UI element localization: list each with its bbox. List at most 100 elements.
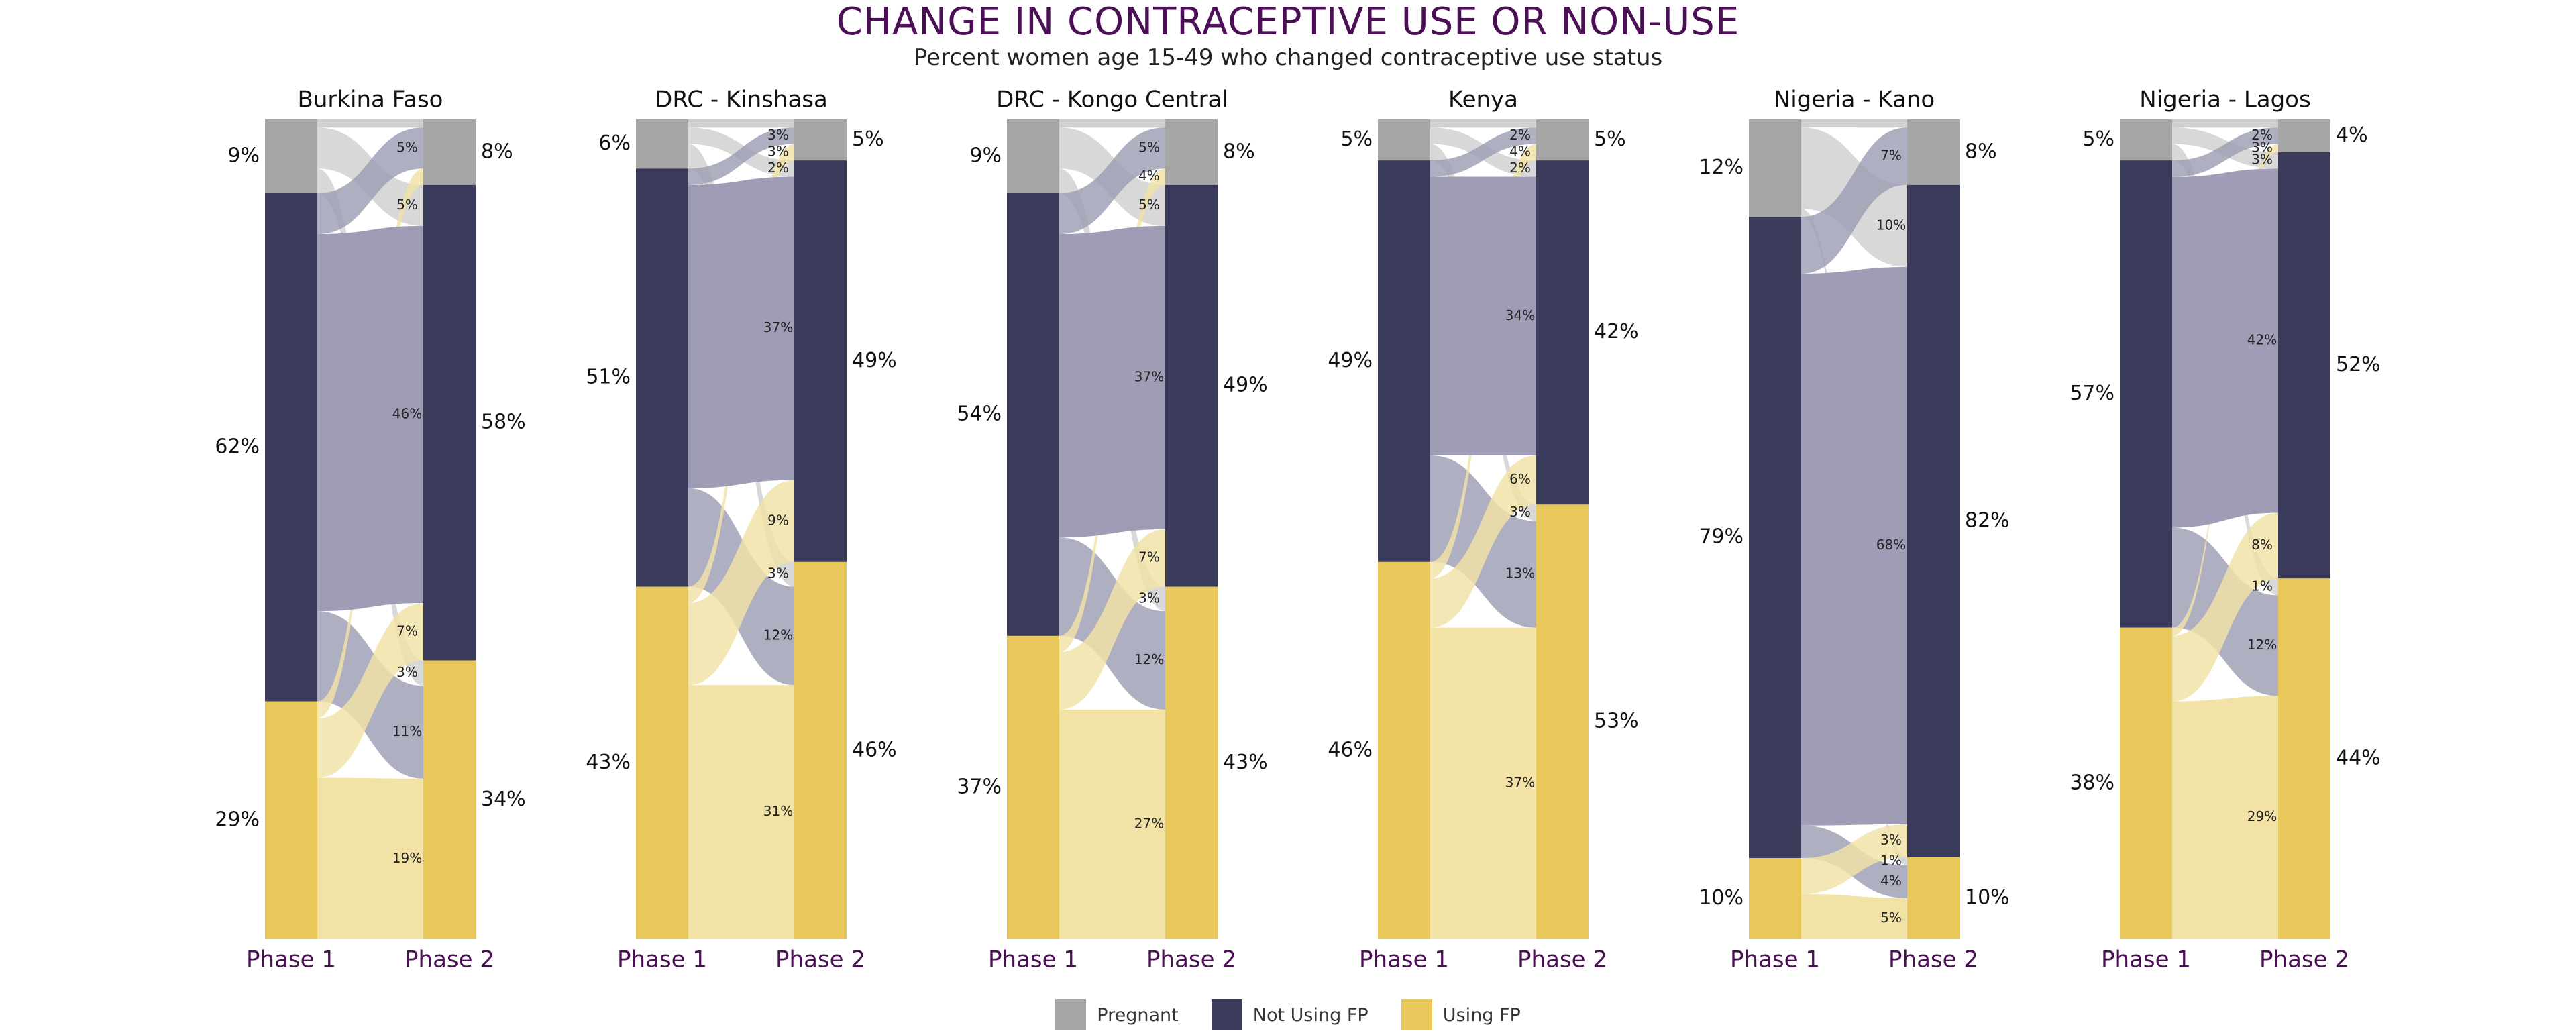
stage-label: Phase 1 [2101, 946, 2191, 973]
flow-band [317, 127, 423, 235]
flow-band [2172, 168, 2278, 528]
flow-band [1801, 127, 1907, 274]
flow-band [1430, 119, 1536, 128]
legend-label-not-using-fp: Not Using FP [1252, 1004, 1368, 1026]
phase1-bar [636, 586, 688, 939]
flow-label: 1% [1880, 852, 1902, 868]
phase1-label: 62% [215, 435, 260, 458]
panel-title: DRC - Kinshasa [655, 87, 828, 113]
flow-label: 13% [1505, 565, 1535, 582]
phase1-label: 51% [586, 365, 631, 388]
stage-label: Phase 2 [775, 946, 865, 973]
phase2-bar [1907, 119, 1960, 185]
phase1-bar [1378, 119, 1430, 161]
phase1-bar [2120, 160, 2172, 628]
legend-item-pregnant: Pregnant [1055, 999, 1179, 1030]
flow-band [688, 127, 794, 185]
phase1-bar [265, 701, 317, 939]
phase2-bar [1536, 119, 1589, 161]
flow-label: 2% [1509, 127, 1531, 143]
stage-label: Phase 1 [988, 946, 1078, 973]
flow-label: 68% [1876, 537, 1906, 553]
flow-band [317, 602, 423, 778]
phase2-bar [423, 660, 476, 939]
flow-label: 37% [763, 319, 793, 335]
phase2-label: 49% [852, 349, 897, 372]
flow-label: 2% [767, 160, 789, 176]
phase1-bar [1378, 160, 1430, 562]
phase1-label: 38% [2070, 771, 2114, 794]
flow-label: 5% [396, 197, 418, 213]
phase2-bar [794, 561, 847, 939]
panel-title: DRC - Kongo Central [996, 87, 1228, 113]
phase2-bar [1907, 184, 1960, 857]
chart-subtitle: Percent women age 15-49 who changed cont… [913, 44, 1663, 71]
phase1-bar [1007, 635, 1059, 939]
stage-label: Phase 1 [1730, 946, 1820, 973]
stage-label: Phase 2 [2259, 946, 2349, 973]
flow-band [1430, 127, 1536, 177]
phase2-label: 5% [852, 127, 884, 151]
panel-title: Nigeria - Lagos [2139, 87, 2310, 113]
flow-label: 2% [1509, 160, 1531, 176]
phase1-bar [265, 193, 317, 702]
flow-band [317, 119, 423, 128]
flow-band [2172, 119, 2278, 128]
phase1-bar [1007, 119, 1059, 193]
flow-band [317, 225, 423, 612]
phase1-bar [265, 119, 317, 193]
flow-label: 8% [2251, 537, 2273, 553]
flow-label: 3% [2251, 152, 2273, 168]
phase1-label: 54% [957, 402, 1002, 425]
phase2-label: 8% [481, 140, 513, 163]
stage-label: Phase 2 [1517, 946, 1607, 973]
phase2-bar [2278, 119, 2330, 152]
flow-label: 4% [1880, 873, 1902, 889]
phase1-label: 6% [598, 131, 631, 155]
flow-label: 3% [396, 664, 418, 680]
flow-label: 19% [392, 850, 422, 866]
flow-label: 7% [1880, 147, 1902, 163]
phase1-label: 29% [215, 808, 260, 831]
flow-band [1059, 225, 1165, 538]
flow-label: 11% [392, 723, 422, 739]
flow-band [1430, 176, 1536, 456]
stage-label: Phase 2 [1146, 946, 1236, 973]
flow-label: 37% [1134, 368, 1164, 384]
stage-label: Phase 2 [405, 946, 494, 973]
phase2-label: 42% [1594, 320, 1639, 343]
phase1-bar [1749, 217, 1801, 859]
phase2-bar [423, 184, 476, 661]
flow-band [1059, 709, 1165, 939]
phase1-label: 49% [1328, 349, 1373, 372]
stage-label: Phase 1 [246, 946, 336, 973]
phase1-bar [1749, 119, 1801, 217]
phase2-bar [1907, 857, 1960, 939]
legend-swatch-pregnant [1055, 999, 1087, 1030]
flow-label: 5% [1138, 197, 1160, 213]
phase2-label: 49% [1223, 374, 1268, 397]
stage-label: Phase 2 [1888, 946, 1978, 973]
flow-band [688, 480, 794, 686]
flow-label: 37% [1505, 774, 1535, 790]
flow-band [1801, 119, 1907, 128]
flow-band [2172, 696, 2278, 939]
flow-label: 2% [2251, 127, 2273, 143]
phase1-label: 10% [1699, 886, 1743, 910]
phase2-label: 43% [1223, 751, 1268, 774]
alluvial-chart: 5% 3% 5% 46% 11% 7% 19% 9% 62% 29% 8% 58% 34% Burkina… [215, 87, 2381, 973]
stage-label: Phase 1 [617, 946, 707, 973]
legend-label-pregnant: Pregnant [1097, 1004, 1179, 1026]
phase1-bar [2120, 119, 2172, 161]
flow-label: 34% [1505, 307, 1535, 323]
flow-band [1430, 627, 1536, 939]
phase1-label: 57% [2070, 382, 2114, 405]
flow-label: 5% [396, 139, 418, 155]
phase1-bar [636, 168, 688, 587]
panel-title: Nigeria - Kano [1774, 87, 1935, 113]
flow-band [1059, 127, 1165, 235]
flow-band [688, 176, 794, 488]
phase2-label: 44% [2336, 747, 2381, 770]
phase2-label: 5% [1594, 127, 1626, 151]
flow-band [2172, 127, 2278, 177]
